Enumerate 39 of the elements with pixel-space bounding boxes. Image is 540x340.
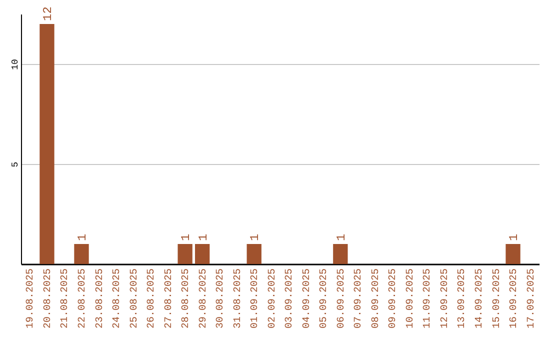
- x-tick-label: 27.08.2025: [164, 268, 175, 329]
- x-tick-label: 11.09.2025: [422, 268, 434, 329]
- x-tick-label: 17.09.2025: [526, 268, 538, 329]
- x-tick-label: 04.09.2025: [302, 268, 313, 329]
- x-tick-label: 19.08.2025: [26, 268, 37, 329]
- x-tick-label: 03.09.2025: [284, 268, 296, 329]
- x-tick-label: 23.08.2025: [94, 268, 106, 329]
- x-tick-label: 05.09.2025: [319, 268, 330, 329]
- x-tick-label: 24.08.2025: [112, 268, 124, 329]
- x-tick-label: 09.09.2025: [388, 268, 400, 329]
- x-tick-label: 13.09.2025: [457, 268, 468, 329]
- x-tick-label: 02.09.2025: [267, 268, 278, 329]
- data-label: 1: [507, 234, 522, 241]
- x-tick-label: 08.09.2025: [370, 268, 382, 329]
- x-tick-label: 25.08.2025: [129, 268, 140, 329]
- data-label: 12: [40, 6, 55, 21]
- x-tick-label: 30.08.2025: [216, 268, 227, 329]
- x-tick-label: 07.09.2025: [354, 268, 365, 329]
- x-tick-label: 29.08.2025: [198, 268, 210, 329]
- y-tick-label: 10: [10, 59, 20, 70]
- data-label: 1: [248, 234, 262, 241]
- x-tick-label: 26.08.2025: [146, 268, 158, 329]
- data-label: 1: [76, 234, 90, 241]
- x-tick-label: 14.09.2025: [474, 268, 486, 329]
- x-tick-label: 15.09.2025: [492, 268, 503, 329]
- data-label: 1: [179, 234, 194, 241]
- x-tick-label: 10.09.2025: [405, 268, 416, 329]
- y-tick-label: 5: [10, 162, 20, 168]
- data-label: 1: [196, 234, 210, 241]
- x-tick-label: 01.09.2025: [250, 268, 262, 329]
- x-tick-label: 22.08.2025: [78, 268, 88, 329]
- x-tick-label: 28.08.2025: [181, 268, 192, 329]
- data-label: 1: [334, 234, 348, 241]
- x-tick-label: 06.09.2025: [336, 268, 348, 329]
- x-tick-label: 21.08.2025: [60, 268, 72, 329]
- x-tick-label: 16.09.2025: [509, 268, 520, 329]
- x-tick-label: 12.09.2025: [440, 268, 451, 329]
- x-tick-label: 31.08.2025: [232, 268, 244, 329]
- x-tick-label: 20.08.2025: [42, 268, 54, 329]
